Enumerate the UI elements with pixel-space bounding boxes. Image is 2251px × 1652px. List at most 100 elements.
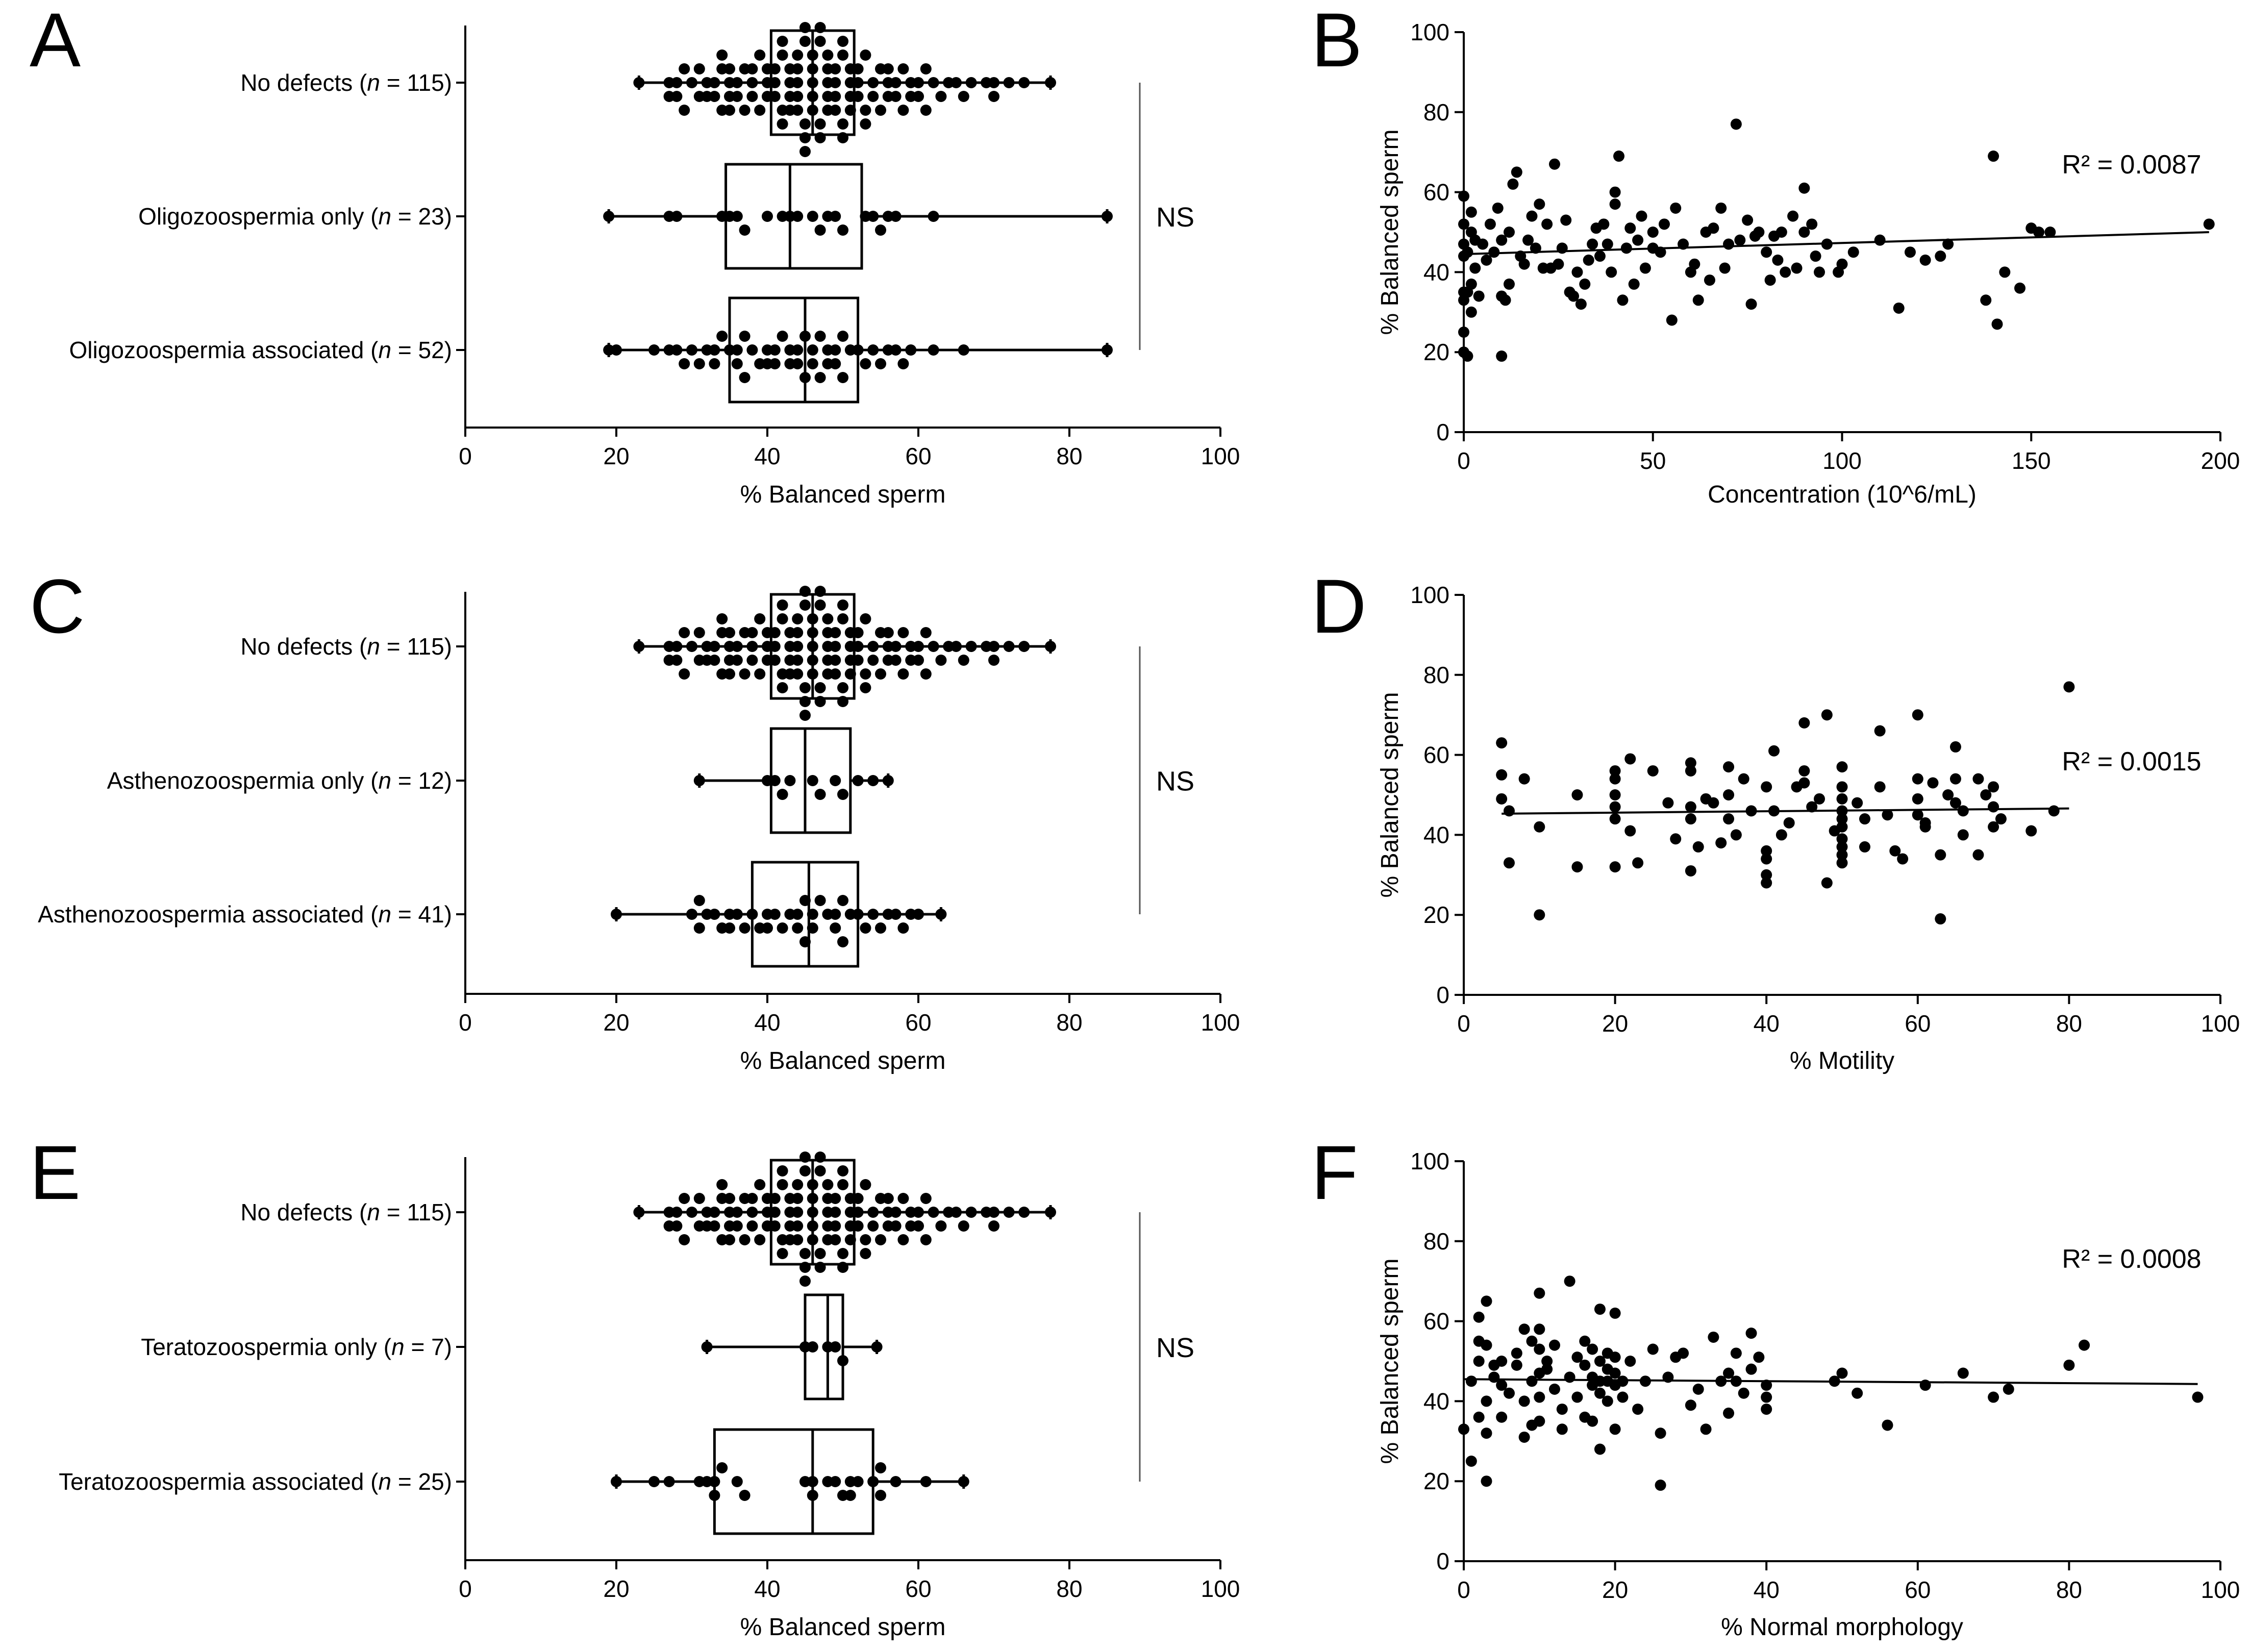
data-point [731, 1476, 743, 1487]
data-point [1560, 214, 1572, 226]
data-point [920, 1476, 932, 1487]
data-point [988, 641, 999, 652]
data-point [830, 1193, 841, 1204]
data-point [671, 91, 683, 102]
data-point [1606, 266, 1617, 278]
data-point [1836, 258, 1848, 270]
x-tick-label: 100 [2201, 1576, 2240, 1603]
data-point [799, 1262, 811, 1273]
data-point [799, 146, 811, 157]
data-point [686, 909, 697, 920]
data-point [1806, 801, 1818, 813]
data-point [867, 211, 879, 222]
data-point [852, 1207, 864, 1218]
data-point [1798, 777, 1810, 789]
data-point [1548, 1339, 1560, 1351]
data-point [663, 1476, 675, 1487]
data-point [1465, 1375, 1477, 1387]
data-point [1632, 857, 1644, 869]
regression-line [1502, 807, 2069, 815]
data-point [1980, 789, 1992, 800]
data-point [814, 118, 826, 130]
data-point [1738, 773, 1749, 785]
data-point [799, 936, 811, 947]
data-point [814, 1248, 826, 1259]
data-point [1556, 1423, 1568, 1435]
x-tick-label: 20 [1602, 1010, 1628, 1037]
data-point [799, 1165, 811, 1177]
data-point [830, 909, 841, 920]
data-point [1511, 1347, 1522, 1359]
data-point [746, 344, 758, 356]
data-point [1836, 1367, 1848, 1379]
data-point [1882, 809, 1893, 821]
y-tick-label: 20 [1423, 902, 1449, 928]
data-point [1772, 254, 1784, 266]
data-point [852, 1193, 864, 1204]
data-point [769, 627, 781, 638]
data-point [1723, 813, 1735, 825]
y-tick-label: 0 [1436, 982, 1449, 1008]
data-point [754, 105, 766, 116]
data-point [913, 77, 924, 88]
data-point [709, 1476, 720, 1487]
x-tick-label: 0 [459, 1009, 472, 1036]
data-point [1568, 290, 1580, 302]
y-tick-label: 40 [1423, 1388, 1449, 1414]
data-point [822, 1179, 834, 1190]
data-point [807, 641, 818, 652]
data-point [1481, 1395, 1492, 1407]
data-point [799, 331, 811, 342]
data-point [799, 36, 811, 47]
data-point [1753, 227, 1765, 238]
x-tick-label: 200 [2201, 447, 2240, 474]
data-point [913, 655, 924, 666]
data-point [799, 118, 811, 130]
data-point [1548, 1383, 1560, 1395]
data-point [746, 91, 758, 102]
x-tick-label: 100 [1201, 1009, 1240, 1036]
data-point [799, 710, 811, 721]
x-tick-label: 80 [1056, 1575, 1082, 1602]
data-point [1647, 1343, 1659, 1355]
data-point [1496, 793, 1508, 805]
data-point [807, 627, 818, 638]
data-point [867, 1220, 879, 1232]
data-point [1708, 797, 1719, 809]
data-point [807, 1476, 818, 1487]
data-point [988, 91, 999, 102]
data-point [1534, 1287, 1545, 1299]
data-point [769, 77, 781, 88]
data-point [882, 63, 894, 74]
data-point [716, 331, 728, 342]
data-point [1666, 314, 1678, 326]
data-point [792, 922, 804, 934]
x-tick-label: 60 [905, 1575, 931, 1602]
data-point [951, 641, 962, 652]
data-point [777, 682, 788, 693]
data-point [852, 1476, 864, 1487]
data-point [890, 655, 902, 666]
data-point [988, 77, 999, 88]
x-tick-label: 100 [2201, 1010, 2240, 1037]
data-point [1658, 218, 1670, 230]
data-point [807, 1193, 818, 1204]
data-point [1526, 1375, 1538, 1387]
data-point [739, 372, 751, 383]
x-tick-label: 100 [1201, 443, 1240, 469]
data-point [1957, 829, 1969, 841]
data-point [1465, 1456, 1477, 1467]
data-point [1689, 258, 1700, 270]
data-point [1462, 351, 1473, 362]
data-point [769, 655, 781, 666]
data-point [920, 1193, 932, 1204]
data-point [860, 613, 871, 624]
data-point [784, 775, 796, 786]
data-point [792, 641, 804, 652]
data-point [686, 344, 697, 356]
data-point [769, 344, 781, 356]
data-point [814, 599, 826, 611]
data-point [1734, 234, 1746, 246]
data-point [2014, 282, 2026, 294]
data-point [648, 344, 660, 356]
